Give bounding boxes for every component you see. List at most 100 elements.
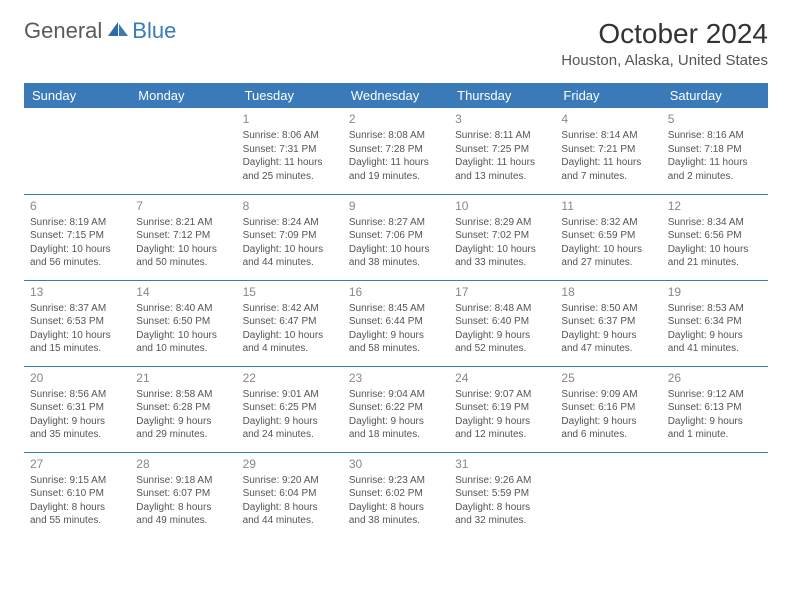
day-details: Sunrise: 8:19 AMSunset: 7:15 PMDaylight:… [30,216,124,270]
day-number: 8 [243,198,337,214]
sunrise-text: Sunrise: 8:06 AM [243,129,337,143]
day-details: Sunrise: 8:42 AMSunset: 6:47 PMDaylight:… [243,302,337,356]
daylight-text: Daylight: 8 hours and 38 minutes. [349,501,443,528]
day-cell: 19Sunrise: 8:53 AMSunset: 6:34 PMDayligh… [662,280,768,366]
sunrise-text: Sunrise: 9:18 AM [136,474,230,488]
sunrise-text: Sunrise: 8:21 AM [136,216,230,230]
day-number: 16 [349,284,443,300]
day-cell: 1 Sunrise: 8:06 AMSunset: 7:31 PMDaylight… [237,108,343,194]
day-cell: 21Sunrise: 8:58 AMSunset: 6:28 PMDayligh… [130,366,236,452]
day-number: 22 [243,370,337,386]
day-number: 23 [349,370,443,386]
daylight-text: Daylight: 9 hours and 29 minutes. [136,415,230,442]
sunrise-text: Sunrise: 8:50 AM [561,302,655,316]
day-cell: 22Sunrise: 9:01 AMSunset: 6:25 PMDayligh… [237,366,343,452]
day-details: Sunrise: 8:40 AMSunset: 6:50 PMDaylight:… [136,302,230,356]
day-header: Sunday [24,83,130,108]
day-details: Sunrise: 8:14 AMSunset: 7:21 PMDaylight:… [561,129,655,183]
sunrise-text: Sunrise: 9:15 AM [30,474,124,488]
day-cell [662,452,768,538]
daylight-text: Daylight: 9 hours and 1 minute. [668,415,762,442]
sunrise-text: Sunrise: 8:24 AM [243,216,337,230]
sunset-text: Sunset: 7:12 PM [136,229,230,243]
week-row: 20Sunrise: 8:56 AMSunset: 6:31 PMDayligh… [24,366,768,452]
day-header: Friday [555,83,661,108]
day-number: 6 [30,198,124,214]
sunrise-text: Sunrise: 8:34 AM [668,216,762,230]
sunset-text: Sunset: 6:25 PM [243,401,337,415]
day-details: Sunrise: 8:48 AMSunset: 6:40 PMDaylight:… [455,302,549,356]
sunrise-text: Sunrise: 8:37 AM [30,302,124,316]
daylight-text: Daylight: 10 hours and 56 minutes. [30,243,124,270]
week-row: 13Sunrise: 8:37 AMSunset: 6:53 PMDayligh… [24,280,768,366]
logo-text-blue: Blue [132,18,176,44]
daylight-text: Daylight: 9 hours and 18 minutes. [349,415,443,442]
day-cell: 23Sunrise: 9:04 AMSunset: 6:22 PMDayligh… [343,366,449,452]
day-cell: 9Sunrise: 8:27 AMSunset: 7:06 PMDaylight… [343,194,449,280]
sunrise-text: Sunrise: 8:58 AM [136,388,230,402]
day-number: 27 [30,456,124,472]
day-cell: 30 Sunrise: 9:23 AMSunset: 6:02 PMDayligh… [343,452,449,538]
daylight-text: Daylight: 9 hours and 41 minutes. [668,329,762,356]
day-details: Sunrise: 9:09 AMSunset: 6:16 PMDaylight:… [561,388,655,442]
day-cell: 18Sunrise: 8:50 AMSunset: 6:37 PMDayligh… [555,280,661,366]
sunrise-text: Sunrise: 8:27 AM [349,216,443,230]
week-row: 1 Sunrise: 8:06 AMSunset: 7:31 PMDaylight… [24,108,768,194]
day-number: 18 [561,284,655,300]
daylight-text: Daylight: 9 hours and 47 minutes. [561,329,655,356]
day-number: 11 [561,198,655,214]
daylight-text: Daylight: 9 hours and 58 minutes. [349,329,443,356]
day-cell: 25Sunrise: 9:09 AMSunset: 6:16 PMDayligh… [555,366,661,452]
sunset-text: Sunset: 5:59 PM [455,487,549,501]
sunrise-text: Sunrise: 9:09 AM [561,388,655,402]
day-number: 28 [136,456,230,472]
day-details: Sunrise: 8:16 AMSunset: 7:18 PMDaylight:… [668,129,762,183]
day-cell: 29 Sunrise: 9:20 AMSunset: 6:04 PMDayligh… [237,452,343,538]
sunset-text: Sunset: 7:18 PM [668,143,762,157]
week-row: 27Sunrise: 9:15 AMSunset: 6:10 PMDayligh… [24,452,768,538]
sunrise-text: Sunrise: 8:56 AM [30,388,124,402]
sunrise-text: Sunrise: 8:42 AM [243,302,337,316]
day-number: 30 [349,456,443,472]
sunset-text: Sunset: 6:13 PM [668,401,762,415]
daylight-text: Daylight: 9 hours and 12 minutes. [455,415,549,442]
day-number: 2 [349,111,443,127]
daylight-text: Daylight: 9 hours and 35 minutes. [30,415,124,442]
day-details: Sunrise: 8:06 AMSunset: 7:31 PMDaylight:… [243,129,337,183]
day-details: Sunrise: 9:20 AMSunset: 6:04 PMDaylight:… [243,474,337,528]
sunrise-text: Sunrise: 9:20 AM [243,474,337,488]
day-cell: 3 Sunrise: 8:11 AMSunset: 7:25 PMDaylight… [449,108,555,194]
day-number: 14 [136,284,230,300]
sunrise-text: Sunrise: 8:19 AM [30,216,124,230]
day-number: 3 [455,111,549,127]
sunset-text: Sunset: 7:06 PM [349,229,443,243]
day-details: Sunrise: 8:11 AMSunset: 7:25 PMDaylight:… [455,129,549,183]
sunset-text: Sunset: 6:50 PM [136,315,230,329]
sunset-text: Sunset: 6:28 PM [136,401,230,415]
sunset-text: Sunset: 7:15 PM [30,229,124,243]
sunset-text: Sunset: 7:25 PM [455,143,549,157]
day-number: 17 [455,284,549,300]
day-cell: 4Sunrise: 8:14 AMSunset: 7:21 PMDaylight… [555,108,661,194]
day-details: Sunrise: 9:23 AMSunset: 6:02 PMDaylight:… [349,474,443,528]
daylight-text: Daylight: 11 hours and 19 minutes. [349,156,443,183]
day-details: Sunrise: 8:27 AMSunset: 7:06 PMDaylight:… [349,216,443,270]
daylight-text: Daylight: 8 hours and 44 minutes. [243,501,337,528]
daylight-text: Daylight: 11 hours and 25 minutes. [243,156,337,183]
sunset-text: Sunset: 6:19 PM [455,401,549,415]
day-header-row: SundayMondayTuesdayWednesdayThursdayFrid… [24,83,768,108]
day-number: 29 [243,456,337,472]
day-details: Sunrise: 8:34 AMSunset: 6:56 PMDaylight:… [668,216,762,270]
sunrise-text: Sunrise: 8:48 AM [455,302,549,316]
daylight-text: Daylight: 11 hours and 2 minutes. [668,156,762,183]
day-details: Sunrise: 8:08 AMSunset: 7:28 PMDaylight:… [349,129,443,183]
sunset-text: Sunset: 6:22 PM [349,401,443,415]
day-cell [130,108,236,194]
sunset-text: Sunset: 6:04 PM [243,487,337,501]
sunset-text: Sunset: 7:28 PM [349,143,443,157]
day-details: Sunrise: 9:12 AMSunset: 6:13 PMDaylight:… [668,388,762,442]
day-cell: 27Sunrise: 9:15 AMSunset: 6:10 PMDayligh… [24,452,130,538]
day-number: 1 [243,111,337,127]
day-header: Thursday [449,83,555,108]
daylight-text: Daylight: 11 hours and 13 minutes. [455,156,549,183]
